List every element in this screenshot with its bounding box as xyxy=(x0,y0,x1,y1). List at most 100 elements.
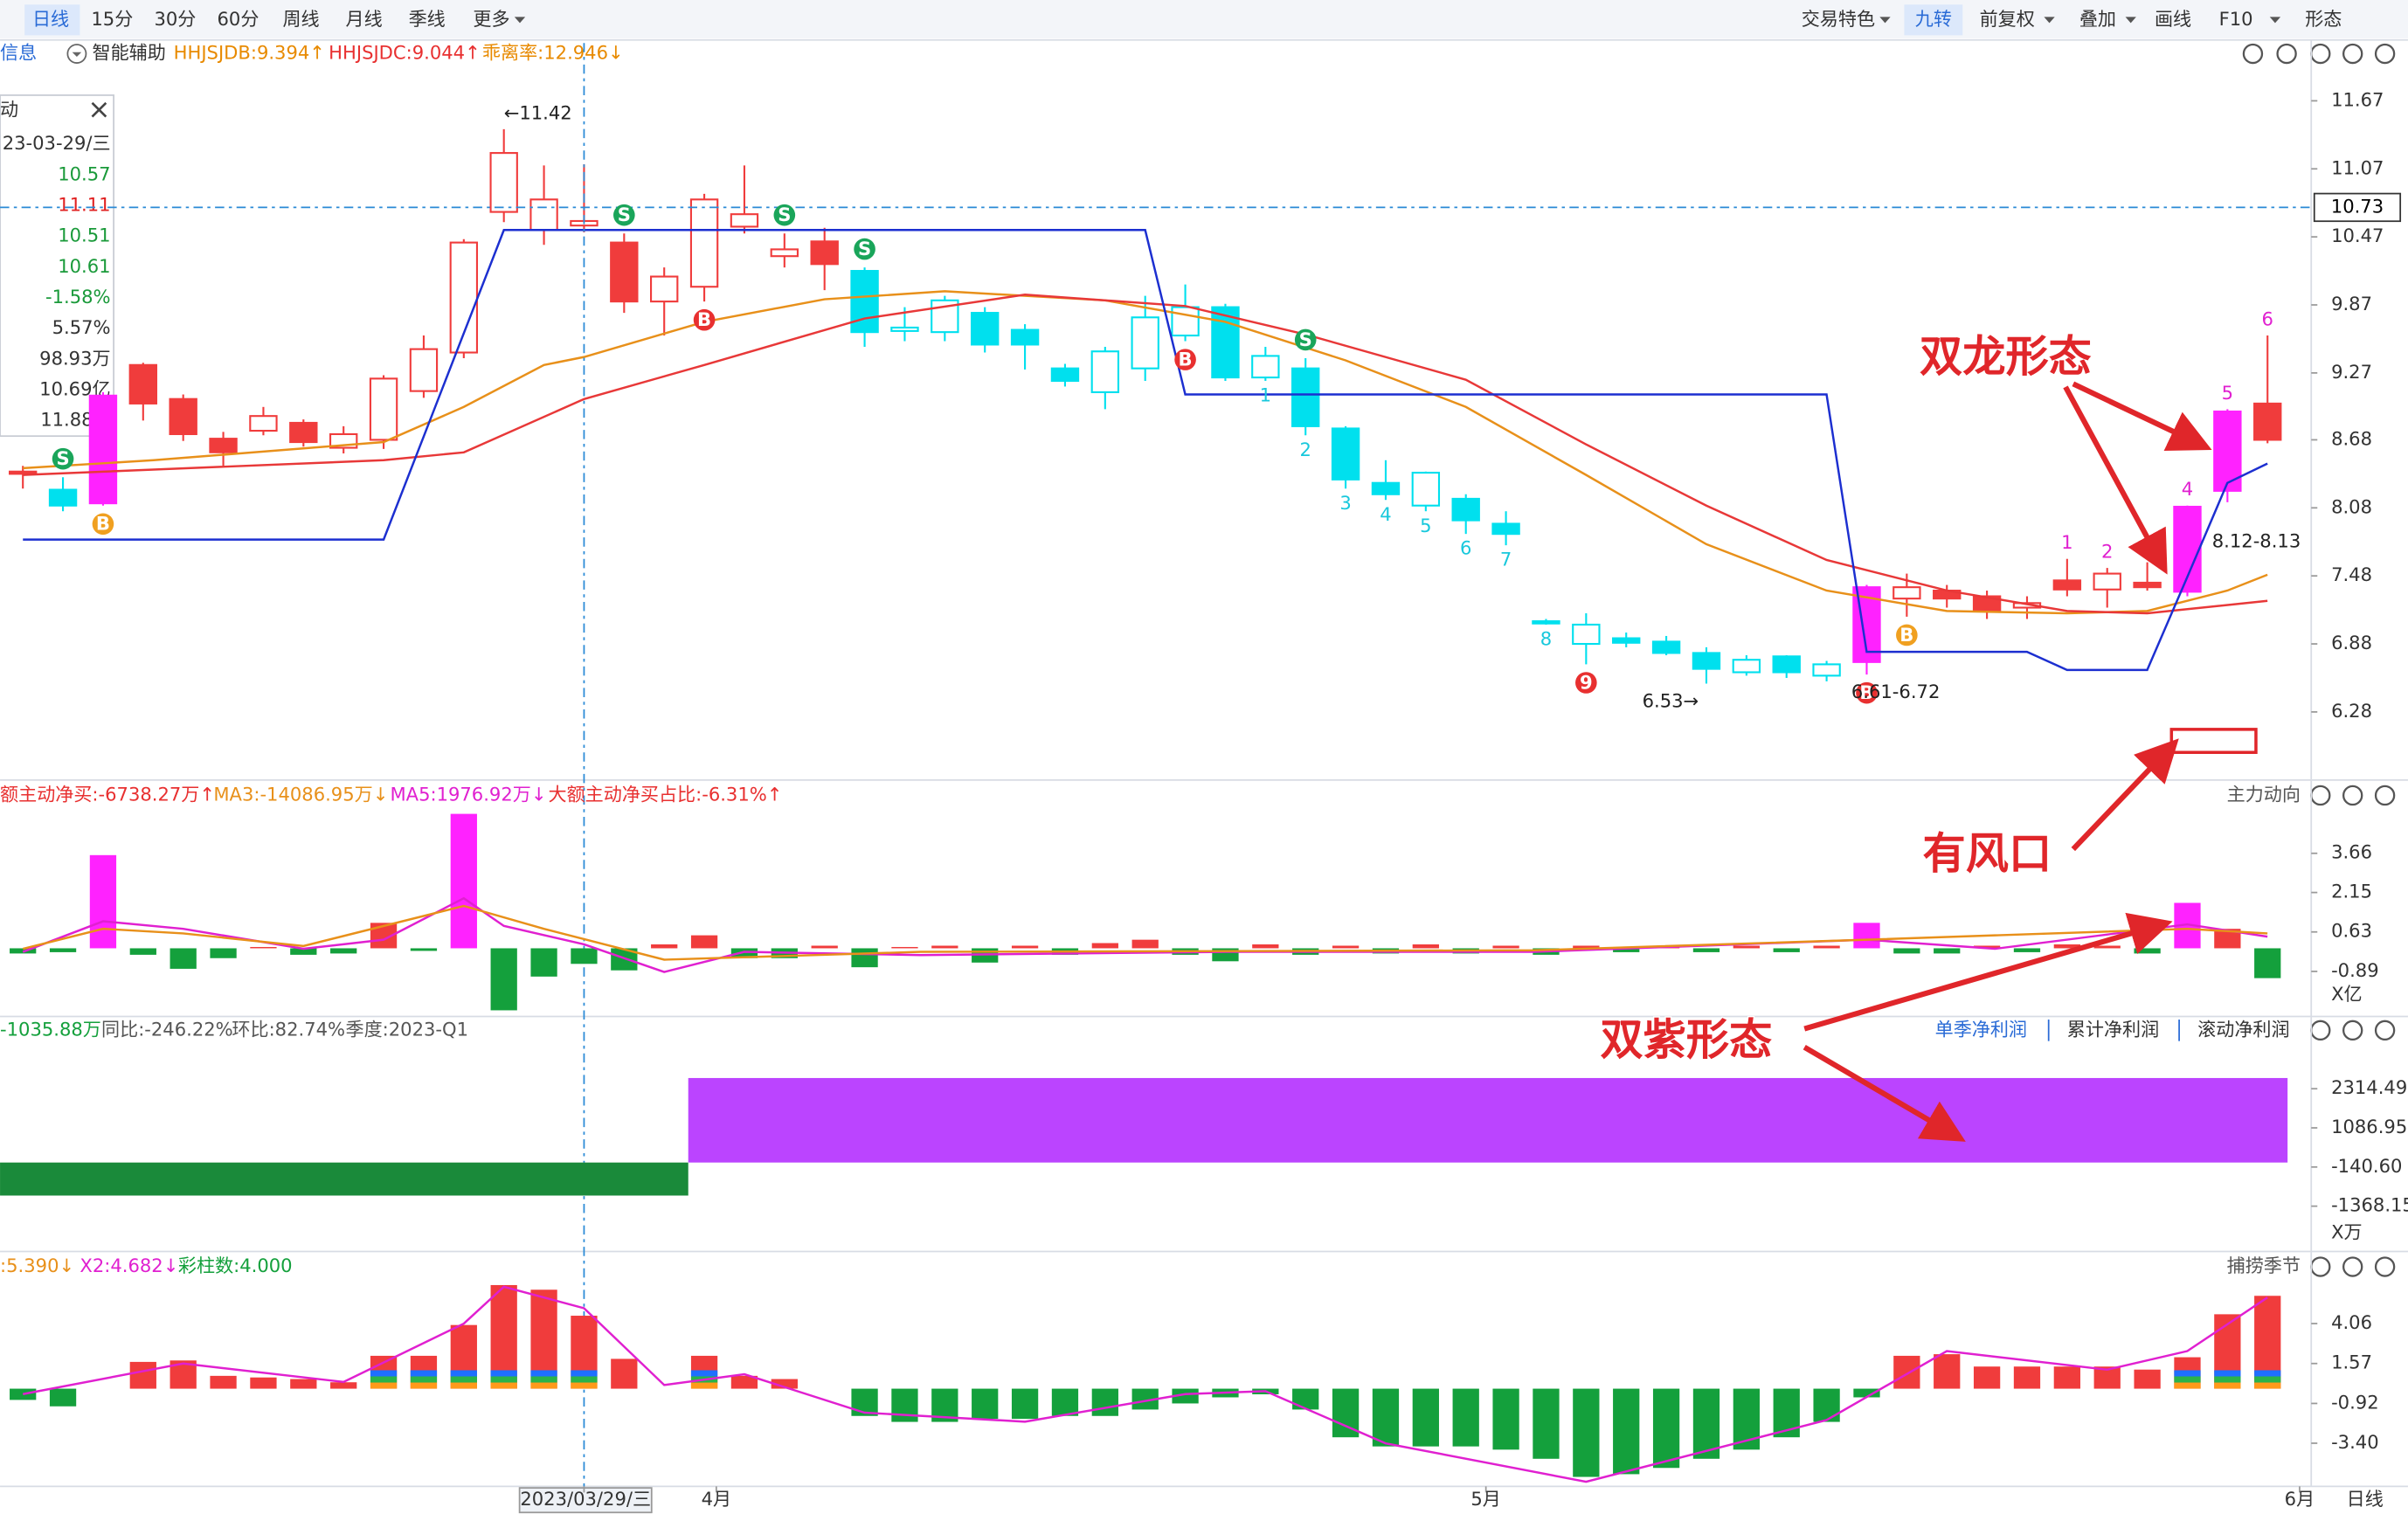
tab[interactable]: 累计净利润 xyxy=(2067,1018,2159,1040)
candle-body xyxy=(128,363,158,404)
bar xyxy=(1853,1388,1880,1398)
tab[interactable]: 60分 xyxy=(218,8,259,30)
stripe xyxy=(450,1382,477,1389)
bar xyxy=(2214,929,2241,949)
bar xyxy=(651,944,678,949)
candle-body xyxy=(1171,306,1200,337)
stripe xyxy=(490,1376,517,1383)
signal-label: S xyxy=(618,204,631,225)
info-value: 10.57 xyxy=(58,162,110,184)
tab[interactable]: 滚动净利润 xyxy=(2197,1018,2289,1040)
info-value: 10.61 xyxy=(58,255,110,277)
bar xyxy=(129,1361,156,1389)
tool[interactable]: 形态 xyxy=(2305,8,2342,30)
candle-body xyxy=(529,198,558,232)
bar xyxy=(1011,1388,1039,1420)
count-label: 6 xyxy=(2262,308,2273,329)
y-tick-label: 1.57 xyxy=(2331,1352,2372,1373)
tab[interactable]: 周线 xyxy=(282,8,319,30)
bar xyxy=(972,1388,999,1420)
tab[interactable]: 30分 xyxy=(154,8,196,30)
assist-label: 智能辅助 xyxy=(92,42,165,64)
bar xyxy=(49,948,77,952)
tab[interactable]: 单季净利润 xyxy=(1935,1018,2027,1040)
tab[interactable]: 日线 xyxy=(32,8,69,30)
tool[interactable]: 九转 xyxy=(1915,8,1952,30)
price-note: 6.61-6.72 xyxy=(1851,681,1940,702)
bar xyxy=(1733,945,1760,949)
tool[interactable]: 前复权 xyxy=(1980,8,2035,30)
assist-icon[interactable] xyxy=(66,44,87,64)
bar xyxy=(129,948,156,955)
bar xyxy=(690,935,718,949)
tab[interactable]: 更多 xyxy=(473,8,509,30)
bar xyxy=(2254,948,2281,978)
legend-entry: MA3:-14086.95万↓ xyxy=(213,783,388,805)
dropdown-icon xyxy=(514,17,526,24)
tab[interactable]: 季线 xyxy=(409,8,446,30)
tab[interactable]: 15分 xyxy=(91,8,133,30)
y-tick-label: 11.67 xyxy=(2331,88,2384,110)
candle-body xyxy=(1451,497,1480,522)
info-value: 5.57% xyxy=(52,316,111,338)
stripe xyxy=(2254,1382,2281,1389)
stripe xyxy=(690,1370,718,1377)
candle-body xyxy=(1491,522,1520,536)
candle-body xyxy=(1050,367,1080,383)
tool[interactable]: 画线 xyxy=(2155,8,2191,30)
stripe xyxy=(571,1376,598,1383)
y-tick-label: 1086.95 xyxy=(2331,1116,2407,1137)
candle-body xyxy=(810,240,839,266)
bar xyxy=(1573,945,1600,949)
stripe xyxy=(530,1376,557,1383)
close-icon[interactable] xyxy=(91,101,107,118)
stripe xyxy=(370,1382,398,1389)
stripe xyxy=(2214,1382,2241,1389)
bar xyxy=(1813,945,1840,949)
bar xyxy=(1412,1388,1439,1447)
y-tick-label: 2.15 xyxy=(2331,881,2372,902)
bar xyxy=(611,1358,638,1389)
stripe xyxy=(2214,1376,2241,1383)
bar xyxy=(771,1379,798,1389)
bar xyxy=(1131,1388,1159,1410)
bar xyxy=(1973,1366,2001,1389)
signal-label: B xyxy=(96,513,110,535)
price-box xyxy=(2313,192,2402,223)
tab[interactable]: 月线 xyxy=(346,8,383,30)
bar xyxy=(1773,1388,1800,1438)
signal-badge xyxy=(1294,328,1317,351)
line xyxy=(23,290,2268,615)
count-label: 4 xyxy=(1380,503,1391,525)
bar xyxy=(891,946,918,949)
tool[interactable]: 交易特色 xyxy=(1802,8,1875,30)
signal-badge xyxy=(1856,681,1878,704)
info-date: 23-03-29/三 xyxy=(3,132,111,154)
dropdown-icon xyxy=(2125,17,2136,24)
candle-body xyxy=(1010,328,1040,346)
candle-body xyxy=(730,213,759,228)
bar xyxy=(851,948,878,968)
stripe xyxy=(571,1382,598,1389)
bar xyxy=(170,948,197,969)
bar xyxy=(1853,923,1880,949)
bar xyxy=(290,948,317,955)
count-label: 3 xyxy=(1339,492,1351,514)
candle-body xyxy=(1291,367,1320,427)
tool[interactable]: 叠加 xyxy=(2079,8,2116,30)
indicator-value: 乖离率:12.946↓ xyxy=(482,42,624,64)
y-tick-label: -1368.15 xyxy=(2331,1194,2408,1216)
dropdown-icon xyxy=(2044,17,2055,24)
period-label[interactable]: 日线 xyxy=(2347,1488,2384,1510)
x-tick-label: 5月 xyxy=(1470,1488,1501,1510)
bar xyxy=(1091,943,1118,949)
tool[interactable]: F10 xyxy=(2219,8,2253,30)
y-tick-label: 9.87 xyxy=(2331,293,2372,315)
dropdown-icon xyxy=(2269,17,2281,24)
info-link[interactable]: 信息 xyxy=(0,42,37,64)
y-tick-label: 7.48 xyxy=(2331,563,2372,585)
y-tick-label: -140.60 xyxy=(2331,1155,2402,1177)
bar xyxy=(730,948,758,958)
